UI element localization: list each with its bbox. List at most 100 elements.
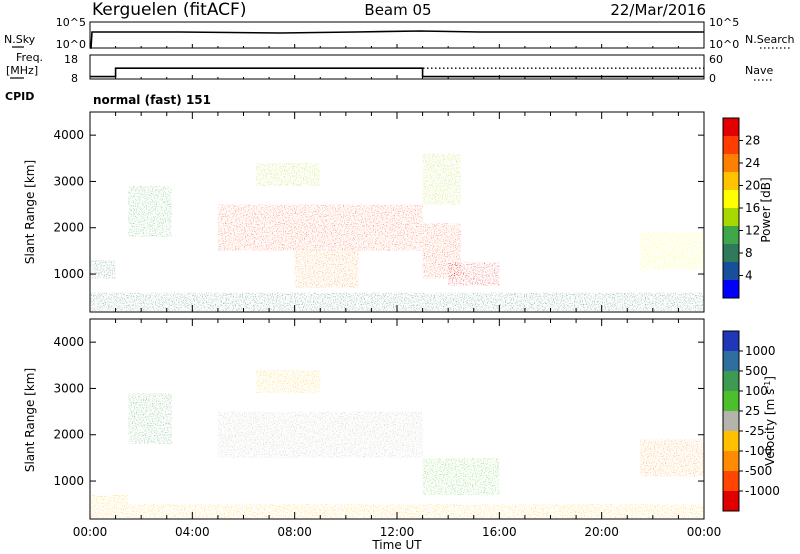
heatmap-region (256, 369, 321, 394)
nsky-label: N.Sky (4, 33, 36, 46)
velocity-colorbar-ticks: 1000 500 100 25 -25 -100 -500 -1000 (739, 344, 780, 498)
y-tick-label: 2000 (53, 221, 84, 235)
colorbar-swatch (723, 118, 739, 137)
nsearch-tick-bottom: 10^0 (709, 38, 739, 51)
date-title: 22/Mar/2016 (610, 1, 706, 19)
colorbar-tick-label: 4 (745, 269, 753, 283)
colorbar-swatch (723, 431, 739, 452)
nave-tick-top: 60 (709, 53, 723, 66)
freq-tick-top: 18 (64, 53, 78, 66)
colorbar-swatch (723, 491, 739, 512)
colorbar-swatch (723, 471, 739, 492)
colorbar-tick-label: 8 (745, 246, 753, 260)
x-tick-label: 04:00 (175, 525, 210, 539)
nsearch-label: N.Search (745, 33, 795, 46)
nave-tick-bottom: 0 (709, 72, 716, 85)
heatmap-region (128, 393, 172, 444)
y-tick-label: 4000 (53, 335, 84, 349)
nsky-trace (90, 30, 704, 49)
power-ylabel: Slant Range [km] (23, 160, 37, 264)
colorbar-tick-label: 12 (745, 224, 760, 238)
time-axis-title: Time UT (371, 538, 422, 552)
heatmap-region (217, 204, 423, 251)
x-tick-label: 00:00 (687, 525, 722, 539)
colorbar-tick-label: 28 (745, 134, 760, 148)
velocity-y-axis: 4000 3000 2000 1000 (53, 335, 704, 488)
colorbar-tick-label: 1000 (745, 344, 776, 358)
colorbar-swatch (723, 351, 739, 372)
colorbar-swatch (723, 244, 739, 263)
y-tick-label: 1000 (53, 267, 84, 281)
power-x-ticks (89, 44, 705, 312)
x-tick-label: 20:00 (584, 525, 619, 539)
colorbar-tick-label: 16 (745, 201, 760, 215)
nsky-tick-top: 10^5 (56, 16, 86, 29)
freq-tick-bottom: 8 (71, 72, 78, 85)
nsearch-tick-top: 10^5 (709, 16, 739, 29)
heatmap-region (640, 439, 704, 477)
beam-title: Beam 05 (364, 1, 431, 19)
colorbar-swatch (723, 136, 739, 155)
colorbar-tick-label: 20 (745, 179, 760, 193)
colorbar-swatch (723, 331, 739, 352)
x-tick-label: 12:00 (380, 525, 415, 539)
heatmap-region (128, 504, 704, 519)
colorbar-swatch (723, 371, 739, 392)
colorbar-tick-label: 100 (745, 384, 768, 398)
colorbar-tick-label: -25 (745, 424, 765, 438)
colorbar-tick-label: 500 (745, 364, 768, 378)
power-cbar-label: Power [dB] (759, 177, 773, 242)
freq-unit-label: [MHz] (6, 64, 38, 77)
y-tick-label: 3000 (53, 174, 84, 188)
power-y-axis: 4000 3000 2000 1000 (53, 128, 704, 281)
freq-label: Freq. (16, 51, 43, 64)
station-title: Kerguelen (fitACF) (92, 0, 246, 20)
heatmap-region (640, 232, 704, 270)
time-axis-labels: 00:00 04:00 08:00 12:00 16:00 20:00 00:00 (73, 525, 722, 539)
freq-trace (90, 67, 704, 78)
x-tick-label: 08:00 (277, 525, 312, 539)
velocity-heatmap (90, 369, 704, 519)
colorbar-swatch (723, 208, 739, 227)
colorbar-tick-label: 25 (745, 404, 760, 418)
colorbar-tick-label: -100 (745, 444, 772, 458)
colorbar-tick-label: 24 (745, 156, 760, 170)
colorbar-tick-label: -500 (745, 464, 772, 478)
heatmap-region (128, 186, 172, 237)
colorbar-swatch (723, 391, 739, 412)
velocity-colorbar-frame (722, 330, 740, 512)
power-colorbar (723, 118, 739, 299)
power-colorbar-ticks: 28 24 20 16 12 8 4 (739, 134, 760, 283)
velocity-ylabel: Slant Range [km] (23, 368, 37, 472)
heatmap-region (294, 250, 359, 288)
velocity-x-ticks (89, 319, 705, 519)
colorbar-swatch (723, 190, 739, 209)
velocity-colorbar (723, 331, 739, 512)
colorbar-swatch (723, 172, 739, 191)
colorbar-swatch (723, 154, 739, 173)
velocity-cbar-label: Velocity [m s-1] (763, 376, 777, 466)
cpid-value: normal (fast) 151 (93, 93, 211, 107)
heatmap-region (422, 153, 461, 205)
power-heatmap (90, 153, 704, 312)
x-tick-label: 00:00 (73, 525, 108, 539)
colorbar-swatch (723, 411, 739, 432)
y-tick-label: 4000 (53, 128, 84, 142)
heatmap-region (90, 494, 129, 519)
x-tick-label: 16:00 (482, 525, 517, 539)
colorbar-tick-label: -1000 (745, 484, 780, 498)
heatmap-region (422, 457, 500, 495)
heatmap-region (217, 411, 423, 458)
cpid-label: CPID (5, 90, 34, 103)
heatmap-region (90, 292, 704, 312)
colorbar-swatch (723, 226, 739, 245)
colorbar-swatch (723, 451, 739, 472)
heatmap-region (256, 162, 321, 187)
y-tick-label: 2000 (53, 428, 84, 442)
y-tick-label: 1000 (53, 474, 84, 488)
nave-label: Nave (745, 64, 773, 77)
y-tick-label: 3000 (53, 381, 84, 395)
nsky-tick-bottom: 10^0 (56, 38, 86, 51)
